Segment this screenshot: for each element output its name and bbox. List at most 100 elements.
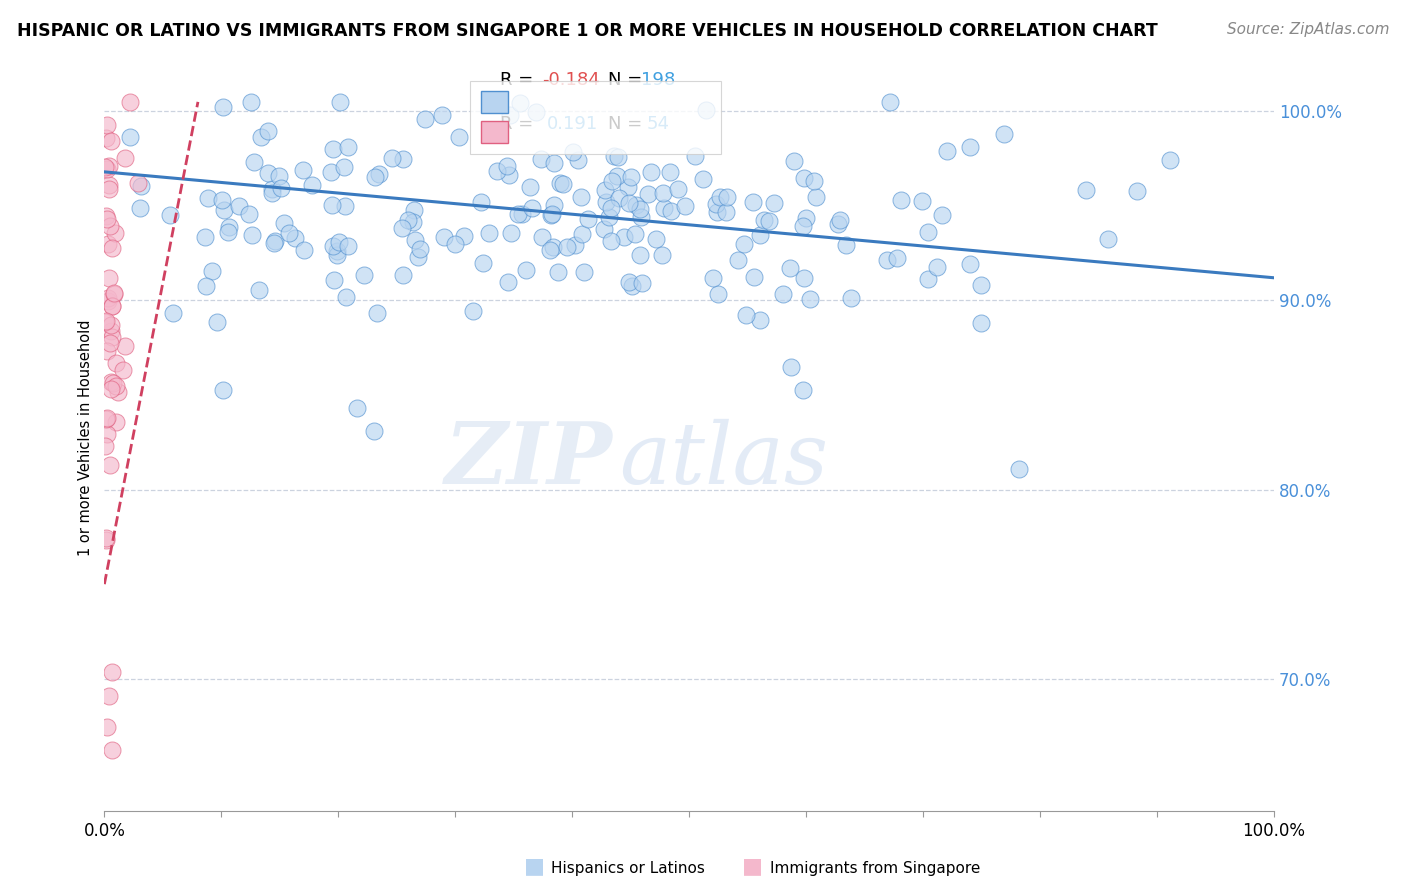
Point — [193, 230, 215, 244]
Point — [97, 690, 120, 704]
Point — [430, 108, 453, 122]
Point — [1097, 232, 1119, 246]
Point — [406, 250, 429, 264]
Point — [333, 161, 356, 175]
Point — [391, 220, 413, 235]
Point — [735, 308, 758, 322]
Point — [569, 190, 592, 204]
Point — [917, 271, 939, 285]
Point — [803, 173, 825, 187]
Point — [748, 228, 770, 243]
Point — [498, 168, 520, 182]
Point — [628, 248, 651, 262]
Point — [413, 112, 436, 127]
Point — [695, 103, 717, 118]
Point — [100, 382, 122, 396]
Point — [927, 260, 949, 274]
Point — [218, 219, 240, 234]
Point — [212, 203, 235, 218]
Point — [128, 201, 150, 215]
Text: Source: ZipAtlas.com: Source: ZipAtlas.com — [1226, 22, 1389, 37]
Point — [799, 292, 821, 306]
Point — [595, 195, 617, 210]
Point — [278, 226, 301, 240]
Point — [100, 335, 122, 350]
Text: 198: 198 — [641, 71, 675, 89]
Point — [96, 131, 118, 145]
Point — [249, 129, 271, 144]
Point — [322, 239, 344, 253]
Point — [574, 265, 596, 279]
Point — [744, 270, 766, 285]
Point — [453, 228, 475, 243]
Point — [606, 150, 628, 164]
Point — [264, 234, 287, 248]
Point — [212, 383, 235, 397]
Point — [105, 415, 128, 429]
Point — [114, 339, 136, 353]
Point — [640, 165, 662, 179]
Point — [704, 197, 727, 211]
Point — [562, 145, 585, 159]
Point — [96, 720, 118, 734]
Point — [118, 95, 141, 109]
Point — [538, 243, 561, 257]
Point — [733, 236, 755, 251]
Point — [402, 202, 425, 217]
Point — [240, 228, 263, 243]
Point — [645, 232, 668, 246]
Point — [366, 306, 388, 320]
Point — [543, 198, 565, 212]
Point — [101, 299, 124, 313]
Text: Hispanics or Latinos: Hispanics or Latinos — [551, 861, 704, 876]
Point — [530, 152, 553, 166]
Point — [402, 215, 425, 229]
Point — [749, 313, 772, 327]
Text: Immigrants from Singapore: Immigrants from Singapore — [770, 861, 981, 876]
Point — [211, 100, 233, 114]
Point — [658, 165, 681, 179]
Point — [97, 178, 120, 192]
Point — [1076, 183, 1098, 197]
Point — [100, 134, 122, 148]
Point — [606, 169, 628, 183]
Point — [101, 665, 124, 679]
Point — [620, 169, 643, 184]
Point — [970, 316, 993, 330]
Point — [96, 118, 118, 132]
Point — [727, 253, 749, 268]
Point — [98, 458, 121, 473]
Point — [762, 195, 785, 210]
Point — [104, 226, 127, 240]
Point — [294, 244, 316, 258]
Point — [741, 195, 763, 210]
Point — [624, 227, 647, 241]
Point — [247, 283, 270, 297]
Point — [101, 330, 124, 344]
Point — [576, 211, 599, 226]
Point — [876, 252, 898, 267]
Point — [600, 235, 623, 249]
Point — [329, 95, 352, 109]
Point — [447, 130, 470, 145]
Point — [673, 198, 696, 212]
Point — [567, 153, 589, 167]
Point — [228, 199, 250, 213]
Point — [600, 201, 623, 215]
Point — [626, 198, 648, 212]
Point — [118, 129, 141, 144]
Point — [101, 241, 124, 255]
Point — [463, 304, 485, 318]
Point — [292, 162, 315, 177]
Point — [555, 240, 578, 254]
Point — [368, 167, 391, 181]
Point — [886, 251, 908, 265]
Point — [162, 305, 184, 319]
Point — [793, 170, 815, 185]
Point — [94, 531, 117, 545]
Point — [509, 96, 531, 111]
Point — [683, 149, 706, 163]
Point — [931, 209, 953, 223]
Point — [323, 273, 346, 287]
Point — [651, 186, 673, 200]
